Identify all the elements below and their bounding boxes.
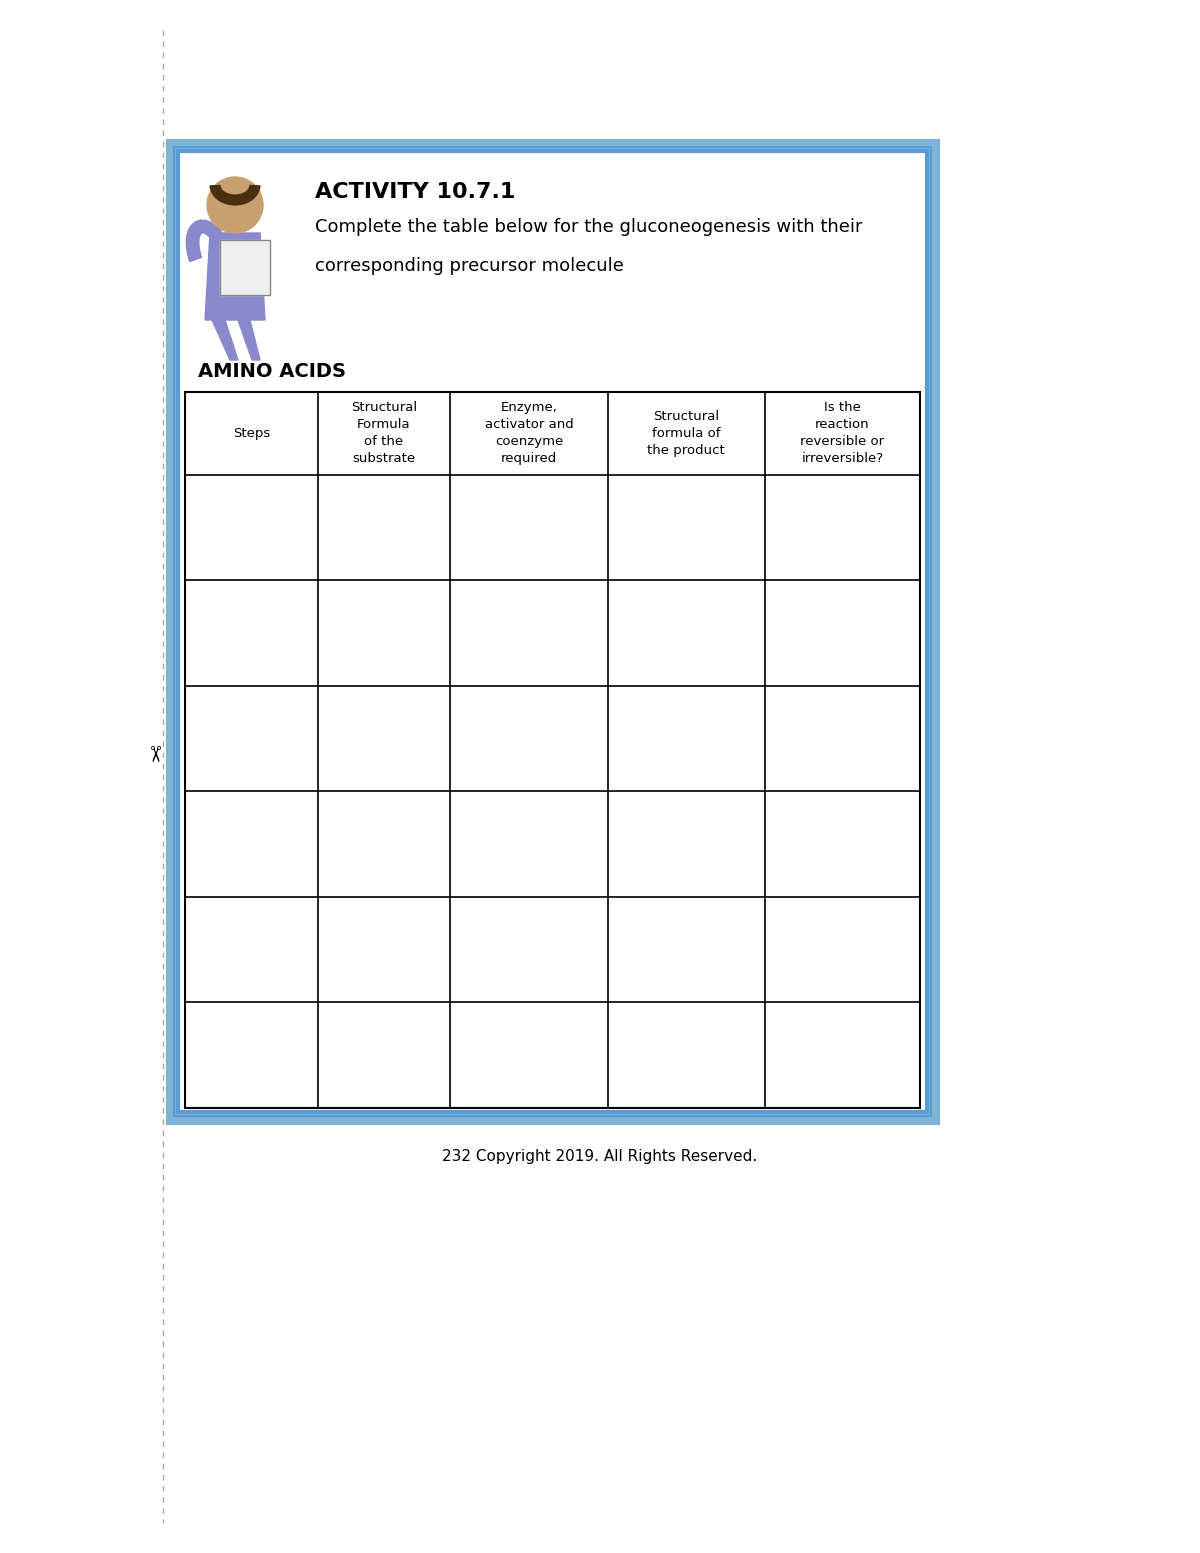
Bar xyxy=(185,391,920,1107)
Polygon shape xyxy=(205,233,265,320)
Text: Structural
formula of
the product: Structural formula of the product xyxy=(647,410,725,457)
Circle shape xyxy=(208,177,263,233)
Bar xyxy=(178,151,928,1112)
Polygon shape xyxy=(220,241,270,295)
Text: Enzyme,
activator and
coenzyme
required: Enzyme, activator and coenzyme required xyxy=(485,401,574,466)
Text: Is the
reaction
reversible or
irreversible?: Is the reaction reversible or irreversib… xyxy=(800,401,884,466)
Polygon shape xyxy=(212,320,238,360)
FancyBboxPatch shape xyxy=(175,148,930,1115)
Text: 232 Copyright 2019. All Rights Reserved.: 232 Copyright 2019. All Rights Reserved. xyxy=(443,1149,757,1165)
Text: Structural
Formula
of the
substrate: Structural Formula of the substrate xyxy=(350,401,416,466)
Text: Steps: Steps xyxy=(233,427,270,439)
Text: AMINO ACIDS: AMINO ACIDS xyxy=(198,362,346,380)
Bar xyxy=(174,148,931,1117)
Text: ACTIVITY 10.7.1: ACTIVITY 10.7.1 xyxy=(314,182,515,202)
Text: ✂: ✂ xyxy=(142,744,162,763)
Text: Complete the table below for the gluconeogenesis with their: Complete the table below for the glucone… xyxy=(314,217,863,236)
Polygon shape xyxy=(238,320,260,360)
Bar xyxy=(172,144,934,1120)
Text: corresponding precursor molecule: corresponding precursor molecule xyxy=(314,256,624,275)
